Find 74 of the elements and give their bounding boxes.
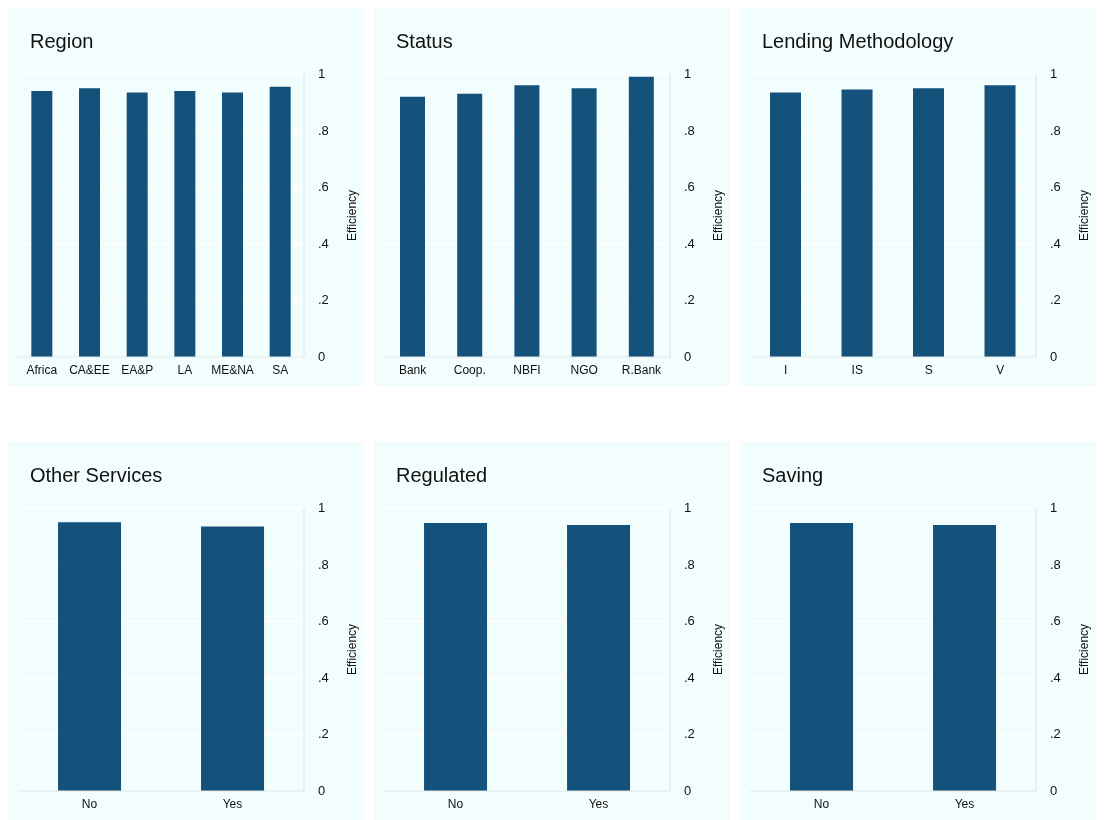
y-tick-label: 1 [318,500,326,515]
x-tick-label: NBFI [513,362,541,377]
y-tick-label: .2 [1050,292,1061,308]
bar [628,76,654,357]
y-tick-label: .4 [318,235,329,251]
x-tick-label: Yes [588,796,609,811]
chart-title: Other Services [29,463,164,488]
chart-title: Region [29,29,95,54]
chart-title: Status [395,29,454,54]
y-tick-label: 0 [684,783,692,798]
x-tick-label: S [924,362,933,377]
y-tick-label: .8 [1050,122,1061,138]
bar [457,93,483,357]
y-tick-label: .2 [684,292,695,308]
y-tick-label: .2 [1050,726,1061,742]
y-tick-label: 0 [1050,783,1058,798]
x-tick-label: NGO [570,362,598,377]
y-tick-label: .6 [1050,179,1061,195]
chart-title: Saving [761,463,825,488]
x-tick-label: Yes [222,796,243,811]
x-tick-label: CA&EE [69,362,110,377]
y-axis-title: Efficiency [711,189,726,242]
y-tick-label: .4 [1050,235,1061,251]
y-tick-label: .8 [1050,556,1061,572]
x-tick-label: I [784,362,788,377]
y-tick-label: 0 [1050,349,1058,364]
y-tick-label: 0 [684,349,692,364]
x-tick-label: No [447,796,464,811]
y-tick-label: .4 [684,669,695,685]
y-tick-label: .6 [684,613,695,629]
chart-title: Regulated [395,463,489,488]
x-tick-label: Africa [26,362,58,377]
y-tick-label: 1 [684,66,692,81]
x-tick-label: No [81,796,98,811]
y-tick-label: 0 [318,783,326,798]
x-tick-label: No [813,796,830,811]
bar [514,85,540,357]
y-tick-label: .8 [318,556,329,572]
x-tick-label: IS [851,362,863,377]
x-tick-label: ME&NA [211,362,254,377]
y-axis-title: Efficiency [1077,189,1092,242]
y-tick-label: .4 [318,669,329,685]
y-tick-label: .2 [684,726,695,742]
y-tick-label: 0 [318,349,326,364]
y-tick-label: .6 [318,179,329,195]
y-tick-label: .6 [318,613,329,629]
x-tick-label: R.Bank [621,362,663,377]
y-tick-label: .6 [1050,613,1061,629]
y-tick-label: 1 [318,66,326,81]
y-tick-label: .4 [1050,669,1061,685]
y-tick-label: .4 [684,235,695,251]
bar [571,88,597,357]
bar [400,96,426,357]
x-tick-label: EA&P [121,362,154,377]
x-tick-label: Bank [398,362,428,377]
y-tick-label: .6 [684,179,695,195]
y-tick-label: 1 [684,500,692,515]
x-tick-label: SA [272,362,289,377]
y-tick-label: .2 [318,726,329,742]
y-tick-label: .2 [318,292,329,308]
y-tick-label: .8 [318,122,329,138]
x-tick-label: V [996,362,1005,377]
y-tick-label: .8 [684,122,695,138]
x-tick-label: Coop. [453,362,486,377]
y-axis-title: Efficiency [345,189,360,242]
y-axis-title: Efficiency [711,623,726,676]
chart-title: Lending Methodology [761,29,955,54]
x-tick-label: Yes [954,796,975,811]
y-axis-title: Efficiency [345,623,360,676]
y-tick-label: 1 [1050,66,1058,81]
x-tick-label: LA [177,362,193,377]
y-tick-label: .8 [684,556,695,572]
y-axis-title: Efficiency [1077,623,1092,676]
y-tick-label: 1 [1050,500,1058,515]
